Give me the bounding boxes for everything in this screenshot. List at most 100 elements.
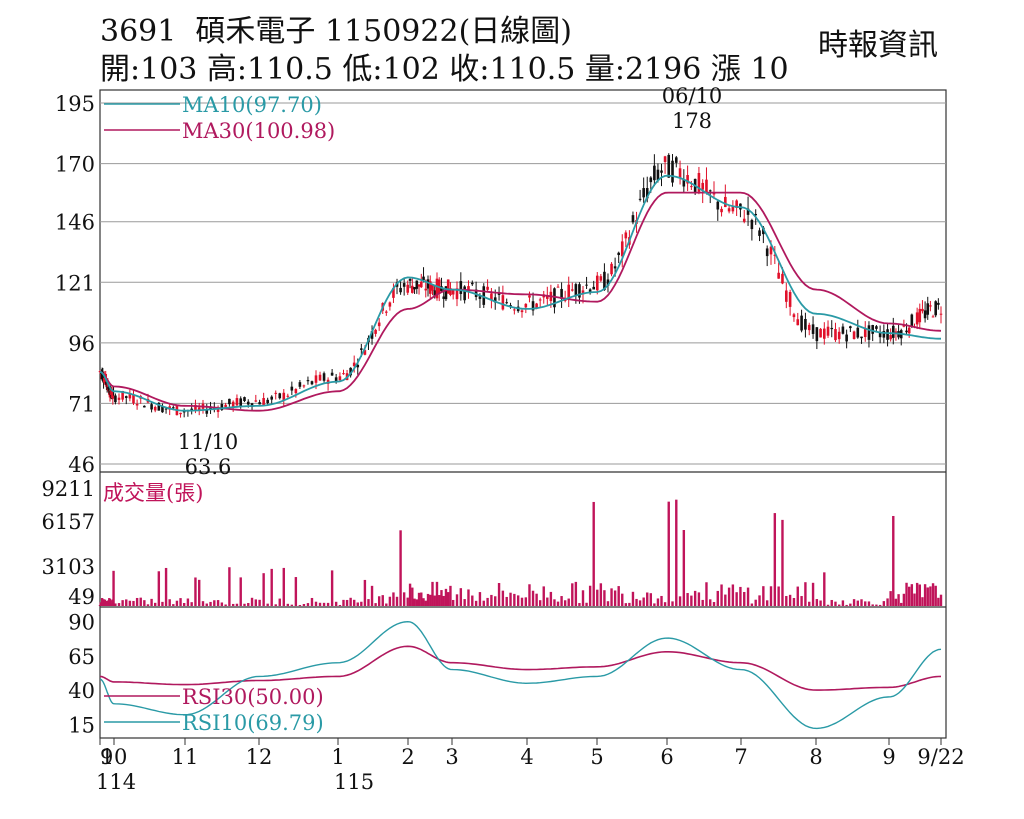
- volume-bar: [363, 579, 367, 606]
- volume-bar: [258, 599, 261, 606]
- candle-body: [929, 305, 932, 307]
- rsi-tick-label: 15: [68, 713, 95, 737]
- volume-bar: [660, 595, 663, 606]
- candle-body: [690, 186, 693, 188]
- candle-body: [931, 316, 935, 318]
- candle-body: [735, 200, 738, 209]
- candle-body: [815, 327, 819, 342]
- volume-bar: [282, 567, 285, 606]
- candle-body: [878, 332, 882, 338]
- volume-bar: [186, 598, 190, 606]
- candle-body: [830, 327, 834, 330]
- volume-bar: [667, 501, 670, 606]
- volume-bar: [792, 597, 796, 606]
- rsi-tick-label: 90: [68, 611, 95, 635]
- volume-bar: [628, 602, 631, 606]
- candle-body: [754, 213, 758, 216]
- candle-body: [419, 281, 423, 288]
- volume-bar: [294, 577, 298, 606]
- volume-bar: [168, 599, 171, 606]
- candle-body: [765, 248, 769, 257]
- candle-body: [701, 182, 704, 190]
- volume-bar: [902, 593, 906, 606]
- volume-bar: [135, 597, 139, 606]
- volume-bar: [939, 594, 943, 606]
- candle-body: [926, 303, 930, 315]
- candle-body: [98, 371, 102, 373]
- candle-body: [746, 208, 750, 215]
- volume-bar: [578, 603, 581, 606]
- volume-bar: [556, 601, 560, 606]
- volume-bar: [921, 597, 924, 606]
- high-date-label: 06/10: [662, 84, 723, 108]
- candle-body: [216, 408, 220, 412]
- volume-bar: [524, 597, 528, 606]
- volume-bar: [653, 603, 656, 606]
- x-month-label: 4: [520, 745, 533, 769]
- volume-bar: [478, 592, 482, 606]
- x-month-label: 6: [660, 745, 673, 769]
- volume-bar: [520, 597, 524, 606]
- volume-bar: [440, 590, 443, 606]
- rsi10-line: [99, 620, 942, 730]
- candle-body: [435, 278, 439, 299]
- candle-body: [781, 273, 784, 284]
- volume-bar: [338, 604, 342, 606]
- candle-body: [490, 293, 493, 301]
- volume-bar: [882, 601, 886, 606]
- candle-body: [937, 302, 940, 305]
- candle-body: [290, 386, 294, 391]
- volume-bar: [235, 603, 239, 606]
- candle-body: [674, 157, 678, 163]
- candle-body: [567, 284, 571, 300]
- volume-bar: [913, 593, 916, 606]
- candle-body: [792, 314, 796, 318]
- volume-bar: [408, 583, 412, 606]
- legends: MA10(97.70)MA30(100.98) RSI30(50.00)RSI10…: [104, 93, 335, 735]
- candle-body: [370, 331, 374, 339]
- volume-bar: [553, 599, 556, 606]
- legend-label: MA30(100.98): [182, 119, 335, 143]
- candle-body: [613, 266, 617, 269]
- volume-bar: [915, 582, 919, 606]
- volume-bar: [731, 584, 735, 606]
- candle-body: [449, 288, 452, 296]
- candle-body: [363, 350, 367, 355]
- volume-bar: [678, 596, 682, 606]
- volume-bar: [451, 599, 455, 606]
- candle-body: [773, 254, 777, 256]
- candle-body: [101, 371, 105, 380]
- candle-body: [520, 310, 524, 313]
- volume-bar: [117, 603, 121, 606]
- volume-bar: [385, 603, 388, 606]
- volume-bar: [581, 590, 585, 606]
- candle-body: [915, 312, 919, 325]
- x-month-label: 1: [331, 745, 344, 769]
- candle-body: [560, 288, 563, 299]
- volume-bar: [482, 600, 485, 606]
- volume-tick-label: 9211: [42, 477, 95, 501]
- candle-body: [528, 295, 531, 298]
- candle-body: [117, 397, 121, 400]
- candle-body: [482, 286, 486, 305]
- candle-body: [467, 286, 470, 292]
- candle-body: [863, 327, 867, 338]
- candle-body: [886, 329, 889, 340]
- volume-bar: [743, 591, 746, 606]
- volume-bar: [228, 567, 231, 606]
- candle-body: [811, 324, 815, 334]
- candle-body: [705, 179, 708, 194]
- volume-bar: [918, 584, 921, 606]
- volume-bar: [811, 582, 815, 606]
- volume-bar: [845, 604, 848, 606]
- candle-body: [274, 392, 278, 394]
- candle-body: [663, 156, 667, 162]
- y-tick-label: 46: [68, 453, 95, 477]
- volume-bar: [109, 600, 112, 606]
- volume-bar: [546, 597, 549, 606]
- volume-bar: [585, 602, 588, 606]
- candle-body: [161, 405, 164, 413]
- candle-body: [788, 292, 792, 307]
- volume-bar: [286, 603, 290, 606]
